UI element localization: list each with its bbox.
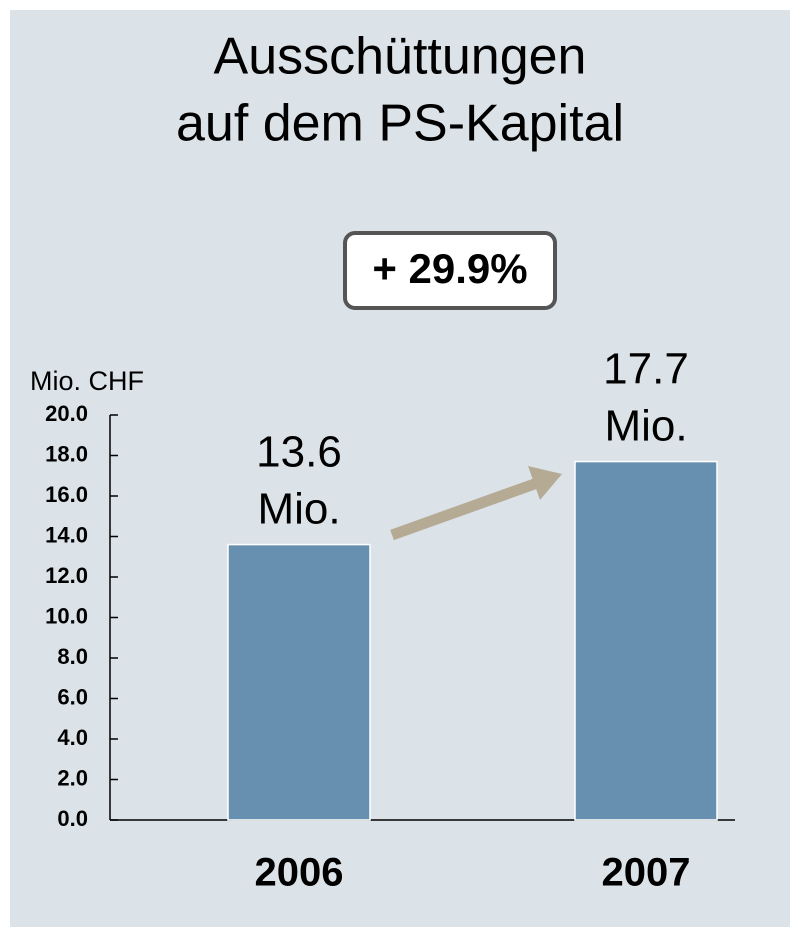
y-tick-label: 18.0 [45,441,88,466]
value-label-line: Mio. [257,484,340,533]
y-tick-label: 2.0 [57,765,88,790]
arrow-head [528,466,562,500]
y-tick-label: 10.0 [45,603,88,628]
y-tick-label: 12.0 [45,563,88,588]
y-tick-label: 16.0 [45,482,88,507]
value-label-line: 17.7 [603,344,689,393]
bar [227,543,371,821]
chart-title: auf dem PS-Kapital [176,95,624,153]
bar [574,460,718,821]
value-label-line: 13.6 [256,427,342,476]
y-tick-label: 6.0 [57,684,88,709]
value-label: 17.7 Mio. [603,344,689,450]
y-tick-label: 14.0 [45,522,88,547]
y-tick-label: 8.0 [57,644,88,669]
x-tick-label: 2007 [602,851,691,895]
annotation-box [343,231,557,310]
x-tick-label: 2006 [255,851,344,895]
y-axis-label: Mio. CHF [30,366,144,396]
arrow [390,476,542,541]
annotation: + 29.9% [372,245,527,292]
value-label: 13.6 Mio. [256,427,342,533]
y-tick-label: 20.0 [45,401,88,426]
value-label-line: Mio. [604,401,687,450]
chart-title: Ausschüttungen [214,28,587,86]
y-tick-label: 0.0 [57,806,88,831]
y-tick-label: 4.0 [57,725,88,750]
